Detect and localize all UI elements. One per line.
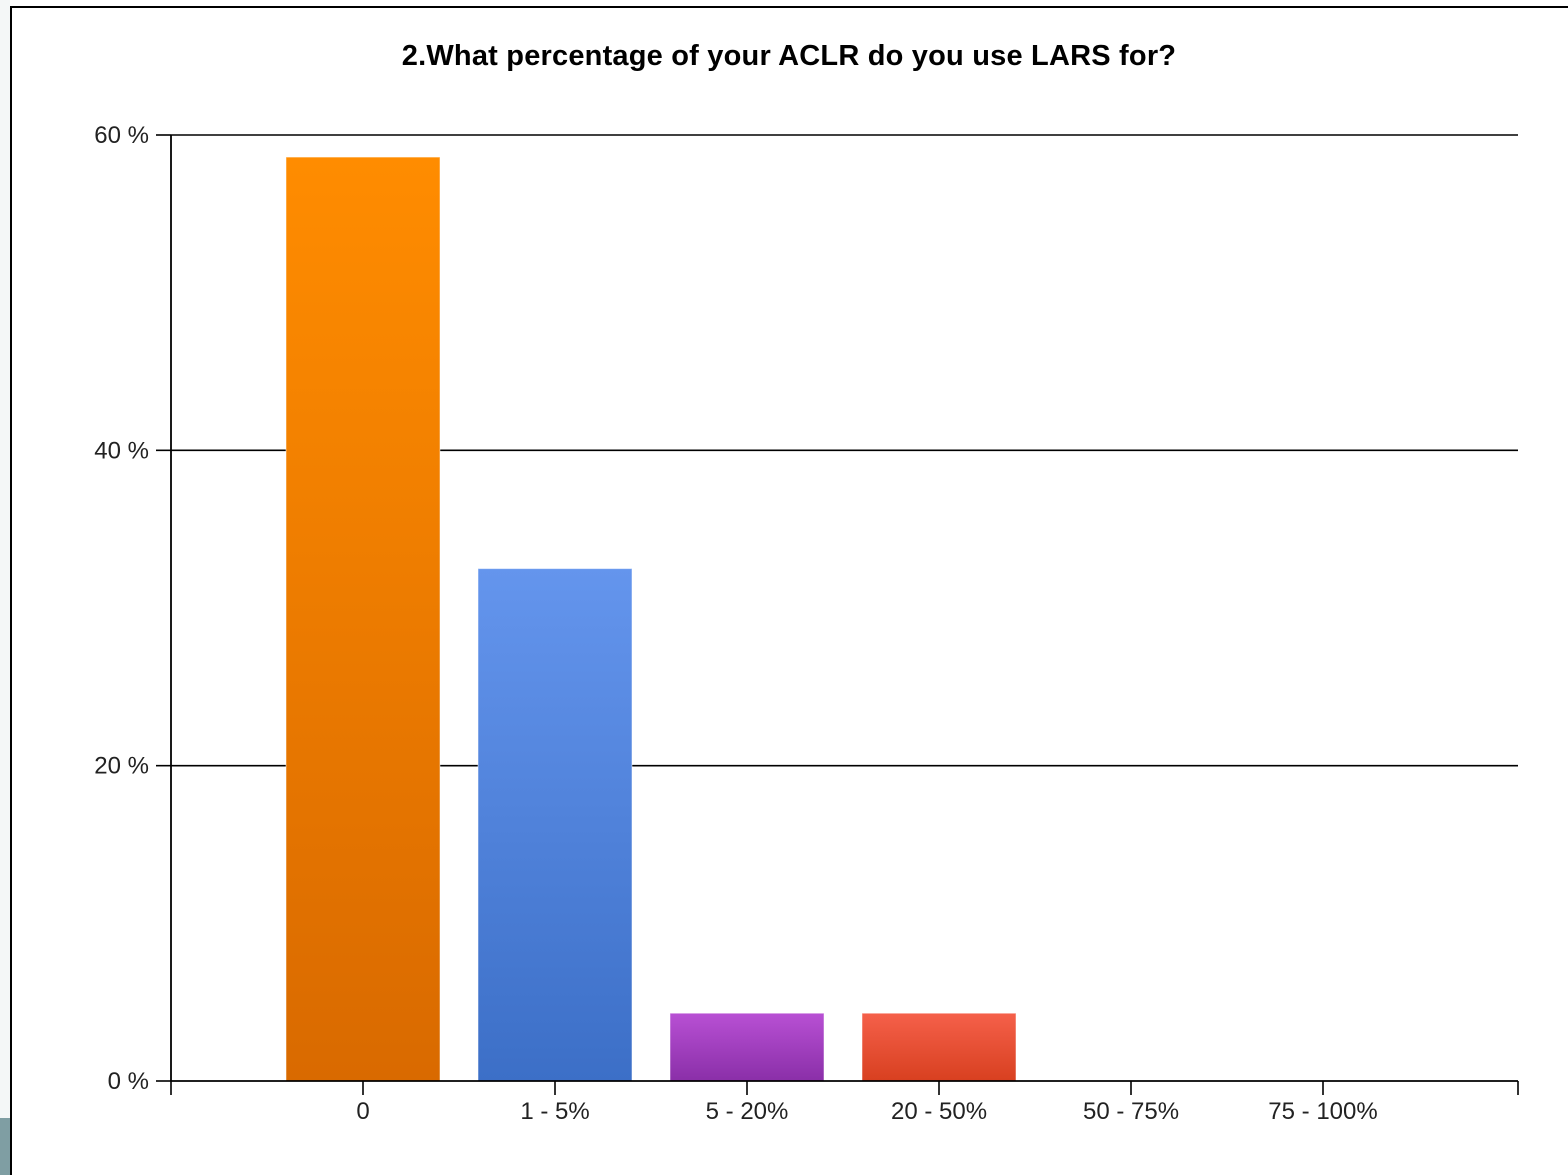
x-tick-label-1: 1 - 5% bbox=[520, 1098, 589, 1125]
y-tick-label-1: 20 % bbox=[94, 753, 149, 780]
bar-1 bbox=[477, 568, 633, 1082]
bar-0 bbox=[285, 156, 441, 1082]
y-tick-label-2: 40 % bbox=[94, 437, 149, 464]
y-tick-label-3: 60 % bbox=[94, 122, 149, 149]
axes bbox=[156, 134, 1519, 1095]
tick-labels: 0 % 20 % 40 % 60 % 0 1 - 5% 5 - 20% 20 - 50% 50 … bbox=[94, 122, 1377, 1125]
x-tick-label-2: 5 - 20% bbox=[706, 1098, 789, 1125]
chart-frame bbox=[10, 6, 1568, 1175]
x-tick-label-4: 50 - 75% bbox=[1083, 1098, 1179, 1125]
left-edge-strip bbox=[0, 0, 10, 1175]
x-tick-label-0: 0 bbox=[356, 1098, 369, 1125]
x-tick-label-3: 20 - 50% bbox=[891, 1098, 987, 1125]
bar-2 bbox=[669, 1012, 825, 1082]
bar-3 bbox=[861, 1012, 1017, 1082]
left-edge-accent bbox=[0, 1118, 10, 1175]
x-tick-label-5: 75 - 100% bbox=[1268, 1098, 1377, 1125]
chart-title: 2.What percentage of your ACLR do you us… bbox=[401, 40, 1177, 72]
y-tick-label-0: 0 % bbox=[108, 1068, 149, 1095]
bars bbox=[285, 156, 1017, 1082]
